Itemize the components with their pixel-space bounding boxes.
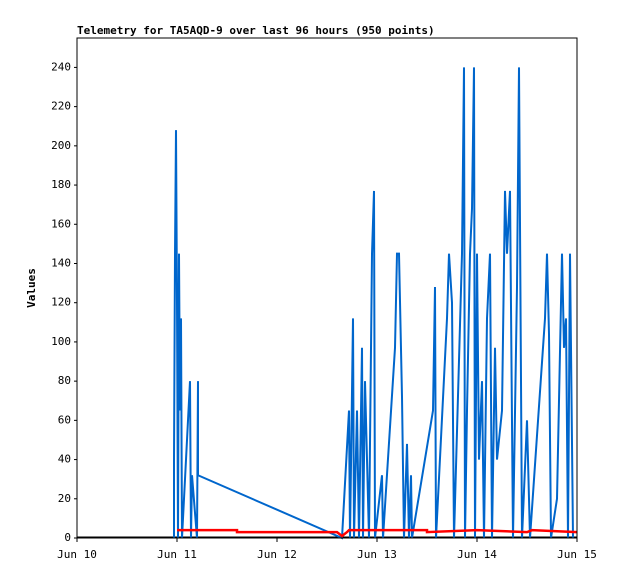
x-tick-label: Jun 12 bbox=[257, 548, 297, 561]
series-line bbox=[177, 528, 578, 538]
y-tick-label: 160 bbox=[51, 217, 71, 230]
chart-title: Telemetry for TA5AQD-9 over last 96 hour… bbox=[77, 24, 435, 37]
y-tick-label: 60 bbox=[58, 413, 71, 426]
y-tick-label: 0 bbox=[64, 531, 71, 544]
y-tick-label: 220 bbox=[51, 100, 71, 113]
y-tick-label: 240 bbox=[51, 60, 71, 73]
y-tick-label: 100 bbox=[51, 335, 71, 348]
x-tick-label: Jun 11 bbox=[157, 548, 197, 561]
y-tick-label: 40 bbox=[58, 453, 71, 466]
x-tick-label: Jun 15 bbox=[557, 548, 597, 561]
y-axis-label: Values bbox=[25, 268, 38, 308]
y-tick-label: 140 bbox=[51, 256, 71, 269]
series-line bbox=[173, 67, 574, 540]
x-tick-label: Jun 13 bbox=[357, 548, 397, 561]
y-tick-label: 20 bbox=[58, 492, 71, 505]
y-tick-label: 80 bbox=[58, 374, 71, 387]
x-tick-label: Jun 14 bbox=[457, 548, 497, 561]
y-tick-label: 120 bbox=[51, 296, 71, 309]
y-tick-label: 200 bbox=[51, 139, 71, 152]
plot-frame bbox=[76, 37, 578, 539]
x-tick-label: Jun 10 bbox=[57, 548, 97, 561]
y-tick-label: 180 bbox=[51, 178, 71, 191]
